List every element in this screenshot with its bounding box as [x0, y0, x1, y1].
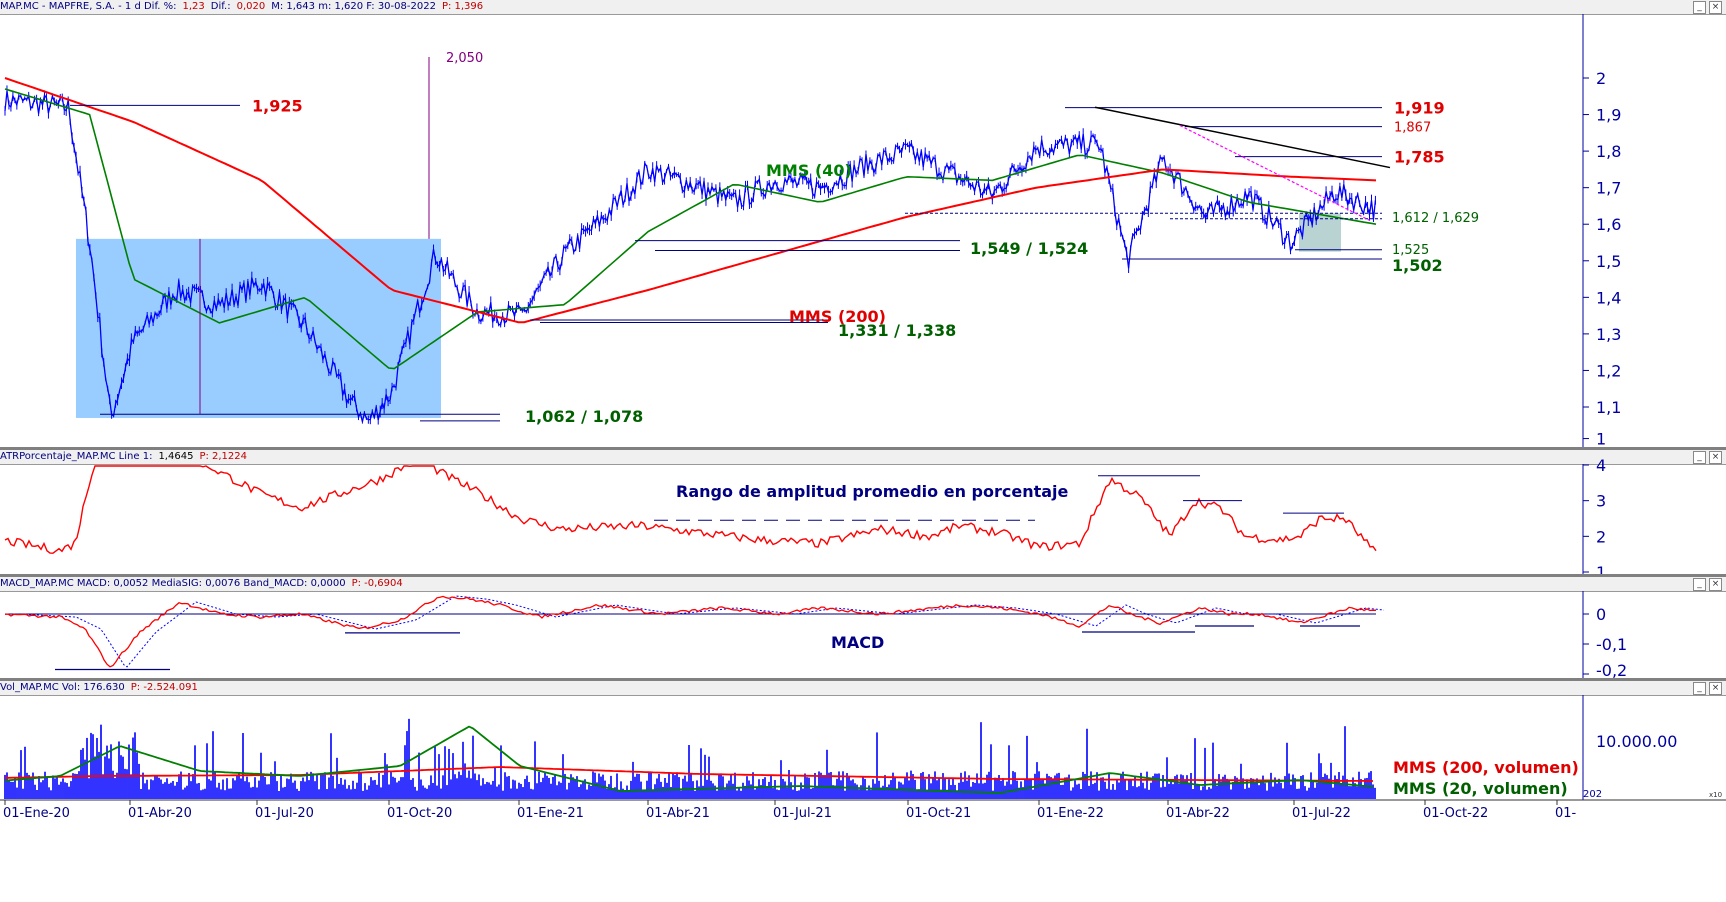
x-tick-label: 01-Ene-21 — [517, 806, 584, 821]
level-1612-label: 1,612 / 1,629 — [1392, 211, 1479, 226]
macd-label: MACD — [831, 633, 884, 652]
x-tick-label: 01-Jul-20 — [255, 806, 314, 821]
x-tick-label: 01- — [1555, 806, 1577, 821]
range-box — [76, 238, 441, 418]
x-tick-label: 01-Abr-22 — [1166, 806, 1230, 821]
x-tick-label: 01-Jul-21 — [773, 806, 832, 821]
x-tick-label: 01-Abr-21 — [646, 806, 710, 821]
atr-label: Rango de amplitud promedio en porcentaje — [676, 482, 1069, 501]
y-tick-label: 2 — [1596, 527, 1606, 546]
level-1549-label: 1,549 / 1,524 — [970, 239, 1088, 258]
y-tick-label: 1,9 — [1596, 106, 1621, 125]
price-panel: MAP.MC - MAPFRE, S.A. - 1 d Dif. %: 1,23 D… — [0, 0, 1726, 447]
volume-header: Vol_MAP.MC Vol: 176.630 P: -2.524.091 _ × — [0, 681, 1726, 696]
minimize-button[interactable]: _ — [1693, 578, 1706, 591]
header-text: P: 1,396 — [441, 1, 484, 12]
y-tick-label: -0,1 — [1596, 635, 1627, 654]
header-text: 1,4645 — [158, 451, 194, 462]
close-button[interactable]: × — [1709, 451, 1722, 464]
trendline-magenta — [1179, 124, 1371, 222]
y-tick-label: 1,1 — [1596, 398, 1621, 417]
level-1502-label: 1,502 — [1392, 256, 1443, 275]
price-header: MAP.MC - MAPFRE, S.A. - 1 d Dif. %: 1,23 D… — [0, 0, 1726, 15]
macd-header: MACD_MAP.MC MACD: 0,0052 MediaSIG: 0,007… — [0, 577, 1726, 592]
atr-chart[interactable]: 4 3 2 1 Rango de amplitud promedio en porcen… — [0, 450, 1726, 574]
y-tick-label: 202 — [1583, 789, 1602, 800]
header-text: M: 1,643 m: 1,620 F: 30-08-2022 — [271, 1, 436, 12]
header-text: 1,23 — [182, 1, 205, 12]
y-tick-label: 1,3 — [1596, 325, 1621, 344]
macd-chart[interactable]: 0 -0,1 -0,2 MACD — [0, 577, 1726, 678]
x-tick-label: 01-Abr-20 — [128, 806, 192, 821]
header-text: MACD_MAP.MC MACD: 0,0052 MediaSIG: 0,007… — [0, 578, 346, 589]
y-tick-label: 1,2 — [1596, 361, 1621, 380]
y-tick-label: 1,5 — [1596, 252, 1621, 271]
level-1331-label: 1,331 / 1,338 — [838, 321, 956, 340]
minimize-button[interactable]: _ — [1693, 682, 1706, 695]
mms40-label: MMS (40) — [766, 161, 852, 180]
panel-divider[interactable] — [0, 678, 1726, 681]
close-button[interactable]: × — [1709, 578, 1722, 591]
y-tick-label: 1 — [1596, 563, 1606, 574]
y-tick-label: 1,6 — [1596, 215, 1621, 234]
level-1785-label: 1,785 — [1394, 148, 1445, 167]
macd-line — [4, 595, 1377, 668]
macd-signal-line — [13, 595, 1385, 668]
atr-panel: ATRPorcentaje_MAP.MC Line 1: 1,4645 P: 2,1… — [0, 450, 1726, 574]
mms200-line — [4, 77, 1377, 324]
vol-mms200-line — [4, 766, 1373, 782]
small-range-box — [1299, 213, 1341, 252]
level-1925-label: 1,925 — [252, 96, 303, 115]
price-chart[interactable]: 2 1,9 1,8 1,7 1,6 1,5 1,4 1,3 1,2 1,1 1 1,925 1,919 1… — [0, 0, 1726, 447]
minimize-button[interactable]: _ — [1693, 451, 1706, 464]
close-button[interactable]: × — [1709, 1, 1722, 14]
y-tick-label: 1,4 — [1596, 288, 1621, 307]
x-tick-label: 01-Jul-22 — [1292, 806, 1351, 821]
x-tick-label: 01-Oct-20 — [387, 806, 452, 821]
level-2050-label: 2,050 — [446, 51, 483, 66]
y-tick-label: 4 — [1596, 456, 1606, 475]
y-tick-label: 1,7 — [1596, 179, 1621, 198]
mms40-line — [4, 88, 1377, 370]
y-tick-label: 10.000.00 — [1596, 732, 1677, 751]
level-1525-label: 1,525 — [1392, 243, 1429, 258]
atr-header: ATRPorcentaje_MAP.MC Line 1: 1,4645 P: 2,1… — [0, 450, 1726, 465]
close-button[interactable]: × — [1709, 682, 1722, 695]
mms200-label: MMS (200) — [789, 307, 886, 326]
header-text: Dif.: — [210, 1, 231, 12]
y-tick-label: -0,2 — [1596, 661, 1627, 678]
volume-panel: Vol_MAP.MC Vol: 176.630 P: -2.524.091 _ × 1… — [0, 681, 1726, 902]
y-tick-label: 1,8 — [1596, 142, 1621, 161]
header-text: 0,020 — [236, 1, 266, 12]
x-tick-label: 01-Oct-21 — [906, 806, 971, 821]
vol-mms20-line — [4, 725, 1374, 794]
vol-mms200-label: MMS (200, volumen) — [1393, 758, 1579, 777]
panel-divider[interactable] — [0, 447, 1726, 450]
x-tick-label: 01-Ene-22 — [1037, 806, 1104, 821]
y-tick-label: 1 — [1596, 430, 1606, 447]
header-text: P: -0,6904 — [351, 578, 403, 589]
trendline-black — [1094, 106, 1391, 169]
header-text: MAP.MC - MAPFRE, S.A. - 1 d Dif. %: — [0, 1, 177, 12]
minimize-button[interactable]: _ — [1693, 1, 1706, 14]
y-tick-label: 2 — [1596, 69, 1606, 88]
x-tick-label: 01-Oct-22 — [1423, 806, 1488, 821]
header-text: P: 2,1224 — [199, 451, 248, 462]
level-1867-label: 1,867 — [1394, 121, 1431, 136]
y-tick-label: 0 — [1596, 605, 1606, 624]
scale-corner: x10 — [1709, 791, 1722, 799]
header-text: P: -2.524.091 — [130, 682, 198, 693]
y-tick-label: 3 — [1596, 492, 1606, 511]
level-1919-label: 1,919 — [1394, 99, 1445, 118]
atr-line — [4, 465, 1377, 554]
panel-divider[interactable] — [0, 574, 1726, 577]
volume-chart[interactable]: 10.000.00 202 x10 MMS (200, volumen) MMS (20… — [0, 681, 1726, 902]
header-text: ATRPorcentaje_MAP.MC Line 1: — [0, 451, 153, 462]
header-text: Vol_MAP.MC Vol: 176.630 — [0, 682, 125, 693]
vol-mms20-label: MMS (20, volumen) — [1393, 779, 1568, 798]
level-1062-label: 1,062 / 1,078 — [525, 407, 643, 426]
macd-panel: MACD_MAP.MC MACD: 0,0052 MediaSIG: 0,007… — [0, 577, 1726, 678]
x-tick-label: 01-Ene-20 — [3, 806, 70, 821]
